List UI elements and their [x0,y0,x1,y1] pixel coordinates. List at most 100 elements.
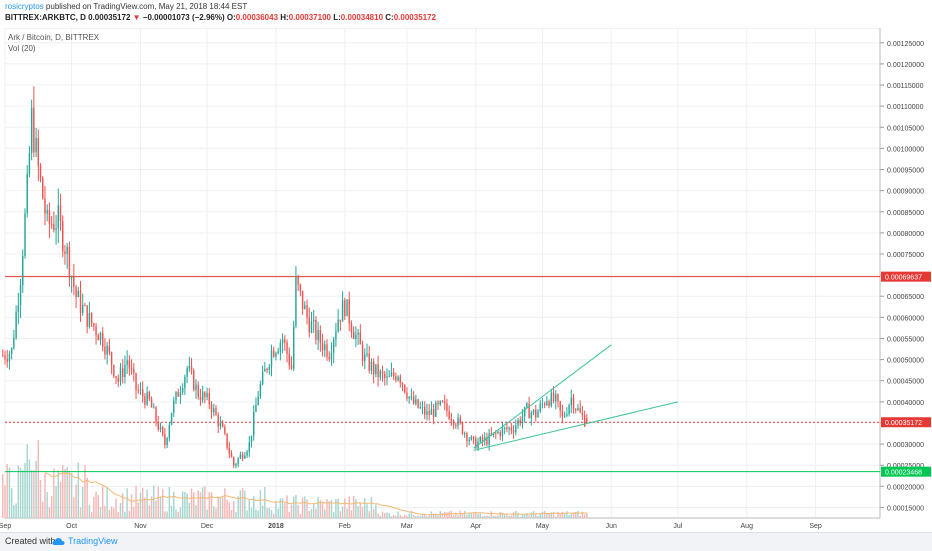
candle-body [346,299,348,317]
volume-bar [288,511,290,518]
candle-body [175,391,177,401]
volume-bar [248,499,251,518]
chart-header: rosicryptos published on TradingView.com… [0,0,932,28]
candle-body [439,401,442,405]
candle-body [113,365,115,377]
tradingview-brand-link[interactable]: TradingView [68,536,118,546]
candle-body [6,359,8,362]
author-link[interactable]: rosicryptos [5,2,44,11]
volume-bar [57,470,60,518]
volume-bar [435,513,437,518]
candle-body [199,396,202,401]
candle-body [568,405,570,415]
candle-body [64,251,66,254]
volume-bar [279,498,282,518]
volume-bar [164,511,166,518]
price-tag-label: 0.00023468 [885,470,922,477]
last-price: 0.00035172 [88,13,131,22]
volume-bar [121,493,124,518]
candle-body [586,418,588,423]
candle-body [97,335,99,341]
chart-area[interactable]: 0.00125000 0.00120000 0.00115000 0.00110000… [0,28,932,532]
candle-body [221,423,224,427]
volume-bar [535,513,537,518]
volume-bar [372,509,375,518]
volume-bar [417,515,419,518]
candle-body [219,423,222,427]
candle-body [455,424,457,426]
volume-bar [193,492,195,518]
candle-body [217,415,219,427]
candle-body [306,305,308,318]
candle-body [559,401,561,411]
volume-bar [230,509,233,518]
candle-body [4,355,6,360]
price-chart-svg[interactable]: 0.00125000 0.00120000 0.00115000 0.00110000… [0,28,932,532]
y-tick-label: 0.00040000 [887,400,924,407]
candle-body [155,407,157,422]
candle-body [288,353,290,366]
volume-bar [284,503,286,518]
candle-body [337,319,339,332]
volume-bar [468,512,470,518]
candle-body [468,439,470,442]
volume-bar [175,509,177,518]
volume-bar [277,508,279,518]
volume-bar [470,513,473,518]
volume-bar [304,496,306,518]
candle-body [481,437,484,442]
candle-body [397,376,399,381]
volume-bar [137,502,139,518]
x-tick-label: Jun [606,523,617,530]
volume-bar [428,515,430,518]
candle-body [561,410,564,417]
candle-body [279,342,282,352]
volume-bar [424,514,426,518]
volume-bar [168,487,171,518]
candle-body [441,401,444,403]
trendline[interactable] [473,401,679,451]
candle-body [270,350,273,367]
symbol-label: BITTREX:ARKBTC, D [5,13,86,22]
volume-bar [459,510,461,518]
volume-bar [224,488,226,518]
volume-bar [441,513,444,518]
volume-bar [519,516,521,518]
y-tick-label: 0.00050000 [887,358,924,365]
candle-body [381,371,384,374]
candle-body [210,404,213,413]
candle-body [44,198,46,214]
series-legend: Ark / Bitcoin, D, BITTREX [8,33,100,42]
candle-body [357,332,359,335]
candle-body [377,364,379,378]
candle-body [177,391,179,397]
candle-body [435,402,437,417]
volume-bar [257,510,259,518]
volume-bar [108,510,111,518]
volume-bar [506,513,508,518]
candle-body [384,373,386,378]
volume-bar [492,515,495,518]
trendline[interactable] [473,344,612,449]
candle-body [412,396,415,404]
volume-bar [517,512,519,518]
x-tick-label: Oct [66,523,77,530]
candle-body [184,376,186,389]
volume-bar [315,508,317,518]
candle-body [359,332,362,345]
candle-body [90,312,93,324]
candle-body [46,210,48,214]
y-tick-label: 0.00100000 [887,146,924,153]
volume-bar [497,515,499,518]
candle-body [68,247,71,279]
candle-body [310,321,313,333]
volume-bar [377,513,379,518]
x-tick-label: Apr [470,523,482,530]
volume-bar [341,506,344,518]
candle-body [215,408,217,416]
volume-bar [255,509,257,518]
candle-body [295,276,297,326]
candle-body [364,354,366,361]
candle-body [117,378,119,382]
volume-bar [26,444,28,518]
